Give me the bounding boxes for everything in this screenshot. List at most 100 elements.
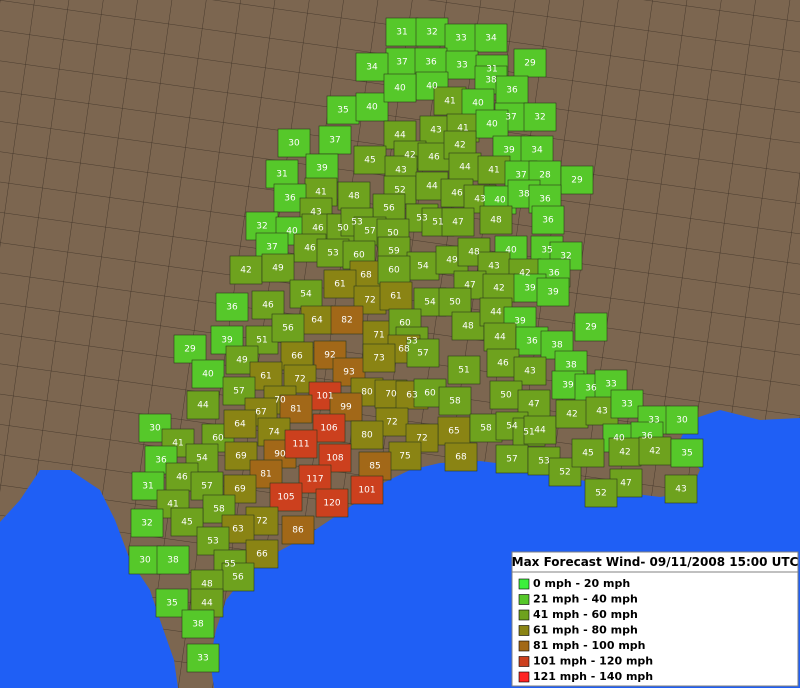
county-value: 85: [369, 462, 380, 472]
county-value: 31: [142, 482, 153, 492]
county-value: 61: [390, 292, 401, 302]
county-value: 45: [582, 449, 593, 459]
county-value: 54: [417, 262, 429, 272]
county: [269, 482, 303, 512]
county-value: 59: [388, 247, 400, 257]
county-value: 64: [234, 420, 246, 430]
county-value: 42: [404, 151, 415, 161]
county-value: 40: [286, 227, 298, 237]
county-value: 48: [348, 192, 360, 202]
county-value: 75: [399, 452, 410, 462]
county-value: 41: [457, 124, 468, 134]
county: [315, 488, 349, 518]
county-value: 46: [451, 189, 463, 199]
county-value: 43: [488, 262, 499, 272]
county: [362, 343, 396, 373]
county: [495, 75, 529, 105]
county: [284, 429, 318, 459]
county: [479, 205, 513, 235]
county: [249, 361, 283, 391]
county: [313, 340, 347, 370]
county-value: 29: [585, 323, 597, 333]
county-value: 54: [424, 298, 436, 308]
county-value: 46: [312, 224, 324, 234]
county-value: 43: [675, 485, 686, 495]
county-value: 53: [207, 537, 218, 547]
county-value: 49: [446, 256, 458, 266]
county-value: 44: [197, 401, 209, 411]
county-value: 58: [213, 505, 225, 515]
legend-swatch: [518, 671, 530, 683]
county-value: 63: [406, 391, 417, 401]
county-value: 61: [260, 372, 271, 382]
county-value: 60: [399, 319, 411, 329]
county-value: 57: [364, 227, 375, 237]
county-value: 80: [361, 431, 373, 441]
county-value: 74: [268, 428, 280, 438]
county: [277, 128, 311, 158]
legend-label: 41 mph - 60 mph: [533, 608, 638, 621]
county-value: 37: [396, 58, 407, 68]
county: [289, 279, 323, 309]
county-value: 56: [232, 573, 244, 583]
county-value: 38: [551, 341, 563, 351]
county-value: 43: [395, 166, 406, 176]
county-value: 46: [497, 359, 509, 369]
county-value: 30: [149, 424, 161, 434]
county-value: 86: [292, 526, 304, 536]
county-value: 35: [166, 599, 177, 609]
county-value: 60: [212, 434, 224, 444]
county-value: 101: [358, 486, 375, 496]
county-value: 45: [364, 156, 375, 166]
county-value: 111: [292, 440, 309, 450]
county-value: 51: [432, 218, 443, 228]
county-value: 50: [337, 224, 349, 234]
county-value: 46: [304, 244, 316, 254]
county-value: 40: [486, 120, 498, 130]
county-value: 58: [480, 424, 492, 434]
county-value: 31: [396, 28, 407, 38]
county-value: 35: [541, 246, 552, 256]
county: [186, 643, 220, 673]
county: [608, 437, 642, 467]
county-value: 44: [490, 308, 502, 318]
county-value: 31: [276, 170, 287, 180]
county-value: 41: [488, 166, 499, 176]
county-value: 51: [523, 428, 534, 438]
county-value: 31: [486, 65, 497, 75]
county-value: 57: [201, 482, 212, 492]
legend-label: 101 mph - 120 mph: [533, 655, 653, 668]
county-value: 54: [196, 454, 208, 464]
county-value: 60: [353, 251, 365, 261]
county: [441, 207, 475, 237]
county-value: 33: [197, 654, 208, 664]
county-value: 43: [524, 367, 535, 377]
county: [355, 92, 389, 122]
county-value: 36: [284, 194, 296, 204]
county: [186, 390, 220, 420]
county-value: 36: [542, 216, 554, 226]
county: [377, 255, 411, 285]
county: [358, 451, 392, 481]
county-value: 72: [416, 434, 427, 444]
county-value: 33: [605, 380, 616, 390]
county: [475, 109, 509, 139]
county: [261, 253, 295, 283]
county-value: 44: [534, 426, 546, 436]
county-value: 38: [565, 361, 577, 371]
county-value: 39: [514, 317, 526, 327]
county-value: 66: [291, 352, 303, 362]
county: [665, 405, 699, 435]
legend-label: 21 mph - 40 mph: [533, 593, 638, 606]
county-value: 47: [528, 400, 539, 410]
legend-swatch: [518, 625, 530, 636]
county: [536, 277, 570, 307]
county: [438, 287, 472, 317]
county-value: 36: [526, 337, 538, 347]
county-value: 41: [167, 500, 178, 510]
county-value: 36: [425, 58, 437, 68]
county-value: 32: [534, 113, 545, 123]
county-value: 42: [454, 141, 465, 151]
legend-swatch: [518, 656, 530, 667]
county-value: 72: [364, 296, 375, 306]
